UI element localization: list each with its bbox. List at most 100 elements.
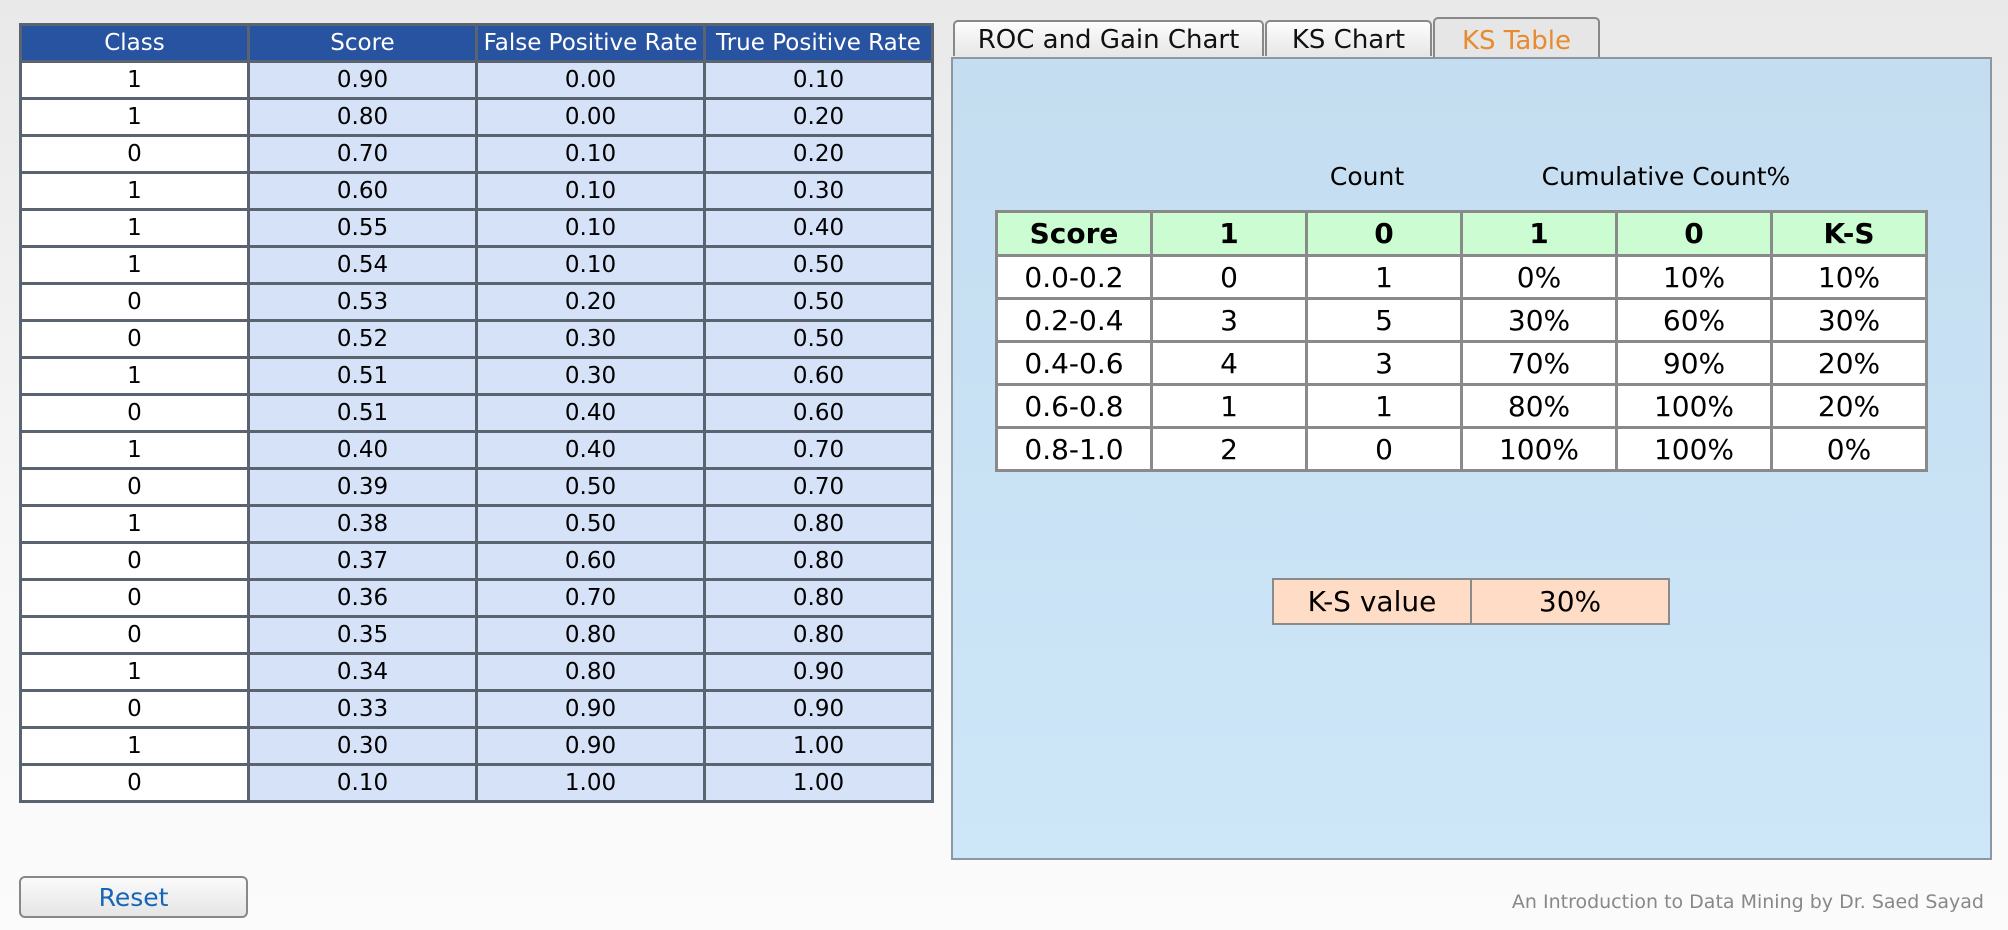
ks-cell-count-1: 1 — [1150, 383, 1308, 429]
tab-ks-table[interactable]: KS Table — [1433, 17, 1600, 59]
cell-class: 1 — [19, 208, 250, 248]
ks-cell-count-0: 1 — [1305, 383, 1463, 429]
cell-false-positive-rate: 0.50 — [475, 504, 706, 544]
cell-class: 1 — [19, 245, 250, 285]
cell-score: 0.37 — [247, 541, 478, 581]
cumulative-count-group-header: Cumulative Count% — [1541, 162, 1791, 191]
cell-false-positive-rate: 0.80 — [475, 652, 706, 692]
cell-true-positive-rate: 0.20 — [703, 97, 934, 137]
ks-cell-cumulative-0: 90% — [1615, 340, 1773, 386]
cell-score: 0.70 — [247, 134, 478, 174]
tab-roc-and-gain-chart[interactable]: ROC and Gain Chart — [953, 20, 1264, 56]
ks-cell-ks: 20% — [1770, 340, 1928, 386]
ks-table-row: 0.6-0.8 1 1 80% 100% 20% — [995, 383, 1928, 429]
table-row: 0 0.51 0.40 0.60 — [19, 393, 934, 433]
cell-class: 1 — [19, 430, 250, 470]
count-group-header: Count — [1329, 162, 1405, 191]
tab-ks-chart[interactable]: KS Chart — [1265, 20, 1432, 56]
column-header-false-positive-rate: False Positive Rate — [475, 23, 706, 63]
cell-true-positive-rate: 0.80 — [703, 615, 934, 655]
cell-class: 0 — [19, 134, 250, 174]
table-row: 1 0.34 0.80 0.90 — [19, 652, 934, 692]
table-row: 0 0.53 0.20 0.50 — [19, 282, 934, 322]
cell-false-positive-rate: 0.10 — [475, 134, 706, 174]
ks-cell-score: 0.0-0.2 — [995, 254, 1153, 300]
cell-class: 0 — [19, 763, 250, 803]
cell-true-positive-rate: 0.20 — [703, 134, 934, 174]
cell-score: 0.54 — [247, 245, 478, 285]
cell-score: 0.36 — [247, 578, 478, 618]
cell-false-positive-rate: 0.20 — [475, 282, 706, 322]
cell-score: 0.51 — [247, 393, 478, 433]
ks-cell-ks: 20% — [1770, 383, 1928, 429]
table-row: 0 0.36 0.70 0.80 — [19, 578, 934, 618]
cell-true-positive-rate: 0.80 — [703, 578, 934, 618]
cell-false-positive-rate: 0.00 — [475, 97, 706, 137]
cell-score: 0.30 — [247, 726, 478, 766]
table-row: 1 0.90 0.00 0.10 — [19, 60, 934, 100]
ks-cell-count-0: 3 — [1305, 340, 1463, 386]
cell-true-positive-rate: 0.30 — [703, 171, 934, 211]
table-row: 0 0.70 0.10 0.20 — [19, 134, 934, 174]
cell-score: 0.38 — [247, 504, 478, 544]
ks-cell-cumulative-0: 60% — [1615, 297, 1773, 343]
cell-false-positive-rate: 0.40 — [475, 393, 706, 433]
cell-score: 0.35 — [247, 615, 478, 655]
cell-score: 0.60 — [247, 171, 478, 211]
ks-header-score: Score — [995, 210, 1153, 257]
cell-true-positive-rate: 0.70 — [703, 467, 934, 507]
ks-cell-score: 0.4-0.6 — [995, 340, 1153, 386]
cell-true-positive-rate: 0.80 — [703, 541, 934, 581]
cell-false-positive-rate: 0.50 — [475, 467, 706, 507]
ks-table-row: 0.0-0.2 0 1 0% 10% 10% — [995, 254, 1928, 300]
footer-credit: An Introduction to Data Mining by Dr. Sa… — [1511, 891, 1984, 913]
ks-table-row: 0.4-0.6 4 3 70% 90% 20% — [995, 340, 1928, 386]
cell-false-positive-rate: 1.00 — [475, 763, 706, 803]
table-row: 1 0.80 0.00 0.20 — [19, 97, 934, 137]
cell-score: 0.40 — [247, 430, 478, 470]
cell-class: 0 — [19, 615, 250, 655]
cell-true-positive-rate: 0.90 — [703, 689, 934, 729]
cell-score: 0.34 — [247, 652, 478, 692]
cell-true-positive-rate: 0.50 — [703, 245, 934, 285]
ks-cell-ks: 30% — [1770, 297, 1928, 343]
ks-cell-cumulative-0: 100% — [1615, 383, 1773, 429]
cell-score: 0.10 — [247, 763, 478, 803]
cell-true-positive-rate: 0.50 — [703, 319, 934, 359]
cell-true-positive-rate: 0.50 — [703, 282, 934, 322]
table-row: 0 0.52 0.30 0.50 — [19, 319, 934, 359]
cell-false-positive-rate: 0.30 — [475, 319, 706, 359]
ks-value-box: K-S value 30% — [1272, 578, 1670, 625]
ks-header-count-0: 0 — [1305, 210, 1463, 257]
cell-score: 0.52 — [247, 319, 478, 359]
ks-cell-count-1: 3 — [1150, 297, 1308, 343]
ks-cell-cumulative-0: 100% — [1615, 426, 1773, 472]
cell-true-positive-rate: 0.40 — [703, 208, 934, 248]
cell-class: 0 — [19, 467, 250, 507]
cell-true-positive-rate: 0.60 — [703, 356, 934, 396]
cell-score: 0.55 — [247, 208, 478, 248]
cell-class: 1 — [19, 97, 250, 137]
cell-true-positive-rate: 0.90 — [703, 652, 934, 692]
cell-class: 0 — [19, 393, 250, 433]
cell-class: 1 — [19, 726, 250, 766]
score-data-table: Class Score False Positive Rate True Pos… — [19, 23, 934, 803]
cell-true-positive-rate: 0.10 — [703, 60, 934, 100]
reset-button[interactable]: Reset — [19, 876, 248, 918]
table-row: 0 0.35 0.80 0.80 — [19, 615, 934, 655]
cell-true-positive-rate: 0.70 — [703, 430, 934, 470]
ks-cell-ks: 10% — [1770, 254, 1928, 300]
cell-false-positive-rate: 0.10 — [475, 245, 706, 285]
table-row: 1 0.40 0.40 0.70 — [19, 430, 934, 470]
table-row: 1 0.38 0.50 0.80 — [19, 504, 934, 544]
ks-value-label: K-S value — [1272, 578, 1472, 625]
cell-score: 0.53 — [247, 282, 478, 322]
ks-cell-cumulative-1: 0% — [1460, 254, 1618, 300]
cell-false-positive-rate: 0.40 — [475, 430, 706, 470]
cell-class: 1 — [19, 356, 250, 396]
table-row: 0 0.39 0.50 0.70 — [19, 467, 934, 507]
ks-cell-cumulative-1: 70% — [1460, 340, 1618, 386]
cell-true-positive-rate: 1.00 — [703, 763, 934, 803]
ks-header-ks: K-S — [1770, 210, 1928, 257]
table-row: 1 0.60 0.10 0.30 — [19, 171, 934, 211]
